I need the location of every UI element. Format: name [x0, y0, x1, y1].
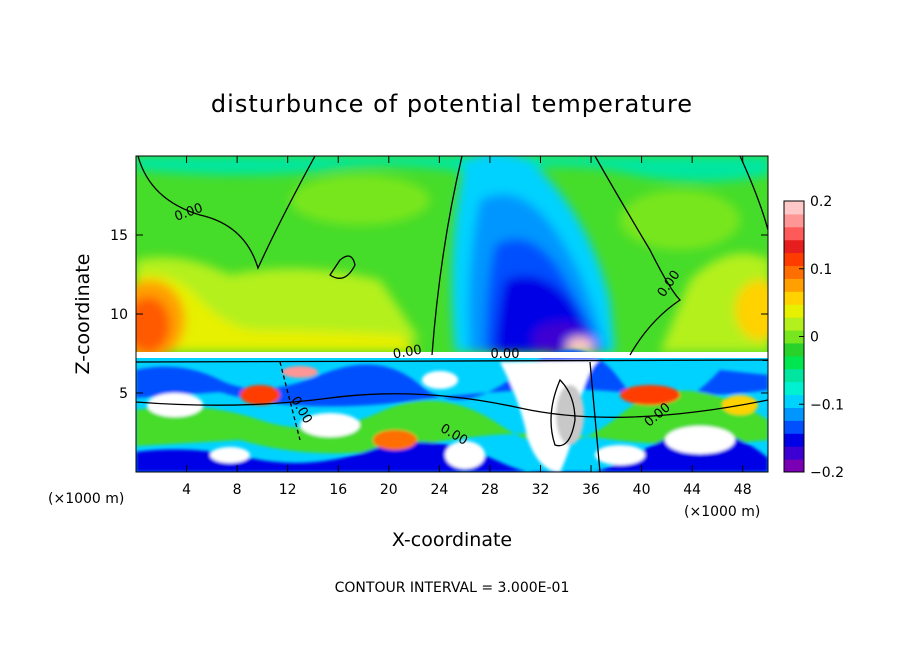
x-tick-label: 8	[233, 482, 242, 498]
plot-area	[136, 156, 768, 472]
colorbar-tick-label: 0.1	[810, 262, 832, 278]
colorbar-ticks: 0.2 0.1 0 −0.1 −0.2	[799, 194, 844, 481]
colorbar-tick-label: 0.2	[810, 194, 832, 210]
colorbar-swatch	[784, 355, 804, 370]
colorbar-swatch	[784, 446, 804, 460]
colorbar-swatch	[784, 330, 804, 344]
y-tick-label: 10	[110, 307, 128, 323]
colorbar-tick-label: −0.1	[810, 397, 844, 413]
colorbar-tick-label: −0.2	[810, 465, 844, 481]
x-tick-label: 24	[430, 482, 448, 498]
colorbar-swatch	[784, 368, 804, 383]
colorbar-swatch	[784, 213, 804, 228]
x-tick-label: 4	[182, 482, 191, 498]
chart-title: disturbunce of potential temperature	[211, 90, 693, 118]
x-tick-label: 40	[633, 482, 651, 498]
colorbar-swatch	[784, 317, 804, 331]
x-axis-label: X-coordinate	[392, 529, 512, 551]
colorbar-swatch	[784, 304, 804, 318]
interface-band	[136, 352, 768, 358]
contour-label: 0.00	[392, 343, 423, 363]
y-tick-label: 5	[119, 386, 128, 402]
y-tick-label: 15	[110, 228, 128, 244]
colorbar-swatch	[784, 201, 804, 215]
colorbar-swatch	[784, 394, 804, 408]
contour-label: 0.00	[491, 347, 520, 362]
y-axis: 5 10 15	[110, 228, 768, 402]
colorbar-swatch	[784, 420, 804, 434]
colorbar-swatch	[784, 239, 804, 254]
x-unit-left: (×1000 m)	[48, 491, 124, 507]
colorbar-swatch	[784, 278, 804, 292]
colorbar	[783, 200, 805, 473]
colorbar-swatch	[784, 433, 804, 447]
colorbar-swatch	[784, 252, 804, 267]
colorbar-swatch	[784, 407, 804, 421]
x-tick-label: 20	[380, 482, 398, 498]
contour-interval-note: CONTOUR INTERVAL = 3.000E-01	[335, 580, 570, 596]
colorbar-swatch	[784, 291, 804, 305]
contour-lines	[136, 156, 768, 472]
colorbar-tick-label: 0	[810, 330, 819, 346]
x-tick-label: 48	[734, 482, 752, 498]
x-tick-label: 28	[481, 482, 499, 498]
upper-field	[136, 156, 768, 360]
x-tick-label: 32	[532, 482, 550, 498]
x-tick-label: 12	[279, 482, 297, 498]
x-tick-label: 16	[329, 482, 347, 498]
lower-turbulence	[136, 349, 768, 472]
y-axis-label: Z-coordinate	[72, 254, 94, 375]
colorbar-swatch	[784, 381, 804, 396]
x-unit-right: (×1000 m)	[684, 504, 760, 520]
x-tick-label: 44	[683, 482, 701, 498]
colorbar-swatch	[784, 265, 804, 279]
colorbar-swatch	[784, 226, 804, 241]
x-tick-label: 36	[582, 482, 600, 498]
colorbar-swatch	[784, 342, 804, 357]
x-axis: 4 8 12 16 20 24 28 32 36 40 44 48	[182, 156, 752, 498]
colorbar-swatch	[784, 459, 804, 473]
